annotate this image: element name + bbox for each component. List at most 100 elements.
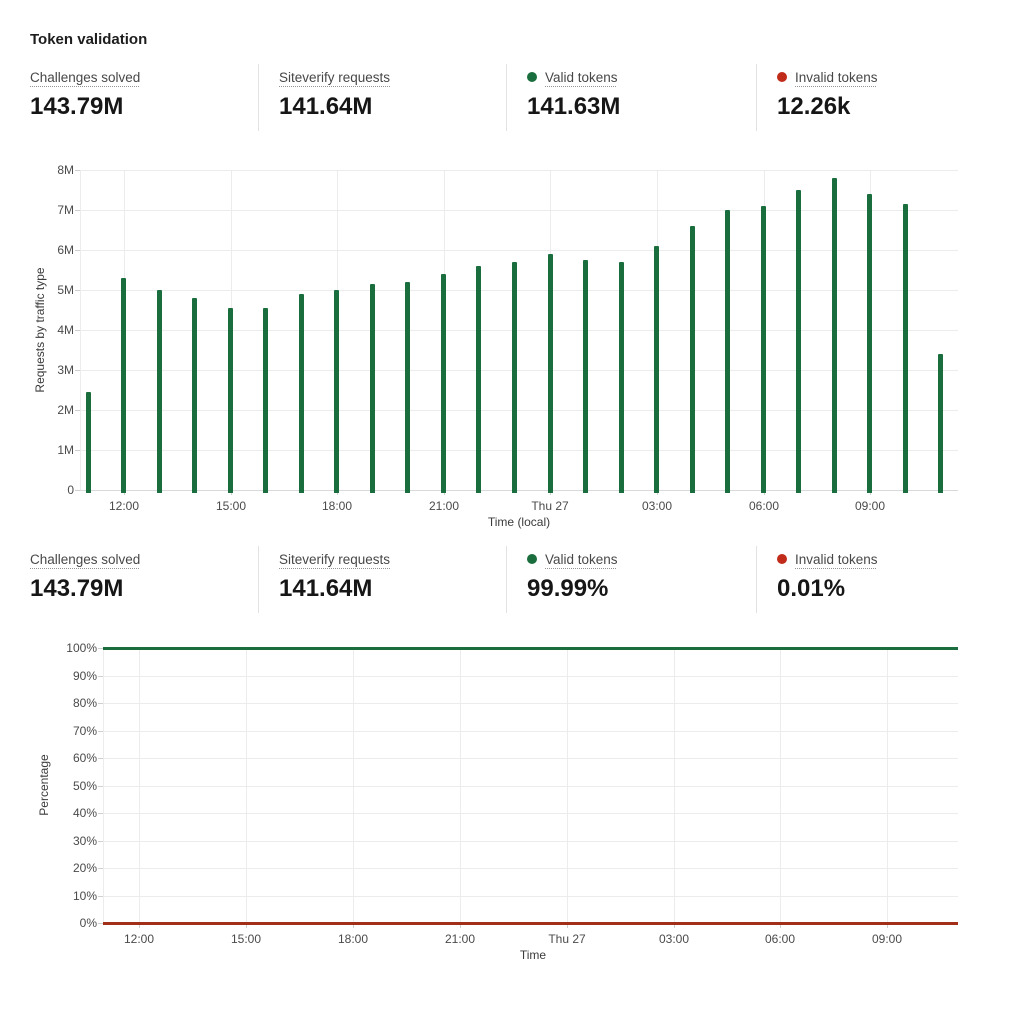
bar [619, 262, 624, 493]
gridline-v [231, 170, 232, 490]
x-tick [124, 491, 125, 495]
stat-challenges-solved: Challenges solved 143.79M [30, 64, 258, 131]
gridline-h [103, 676, 958, 677]
bar [370, 284, 375, 493]
gridline-v [887, 648, 888, 923]
x-axis-line [80, 490, 958, 491]
y-tick [75, 170, 80, 171]
y-tick-label: 20% [72, 861, 97, 875]
gridline-v [550, 170, 551, 490]
stat-value: 143.79M [30, 93, 124, 120]
y-tick [98, 896, 103, 897]
stat-label[interactable]: Valid tokens [545, 551, 618, 567]
y-tick-label: 1M [57, 443, 74, 457]
x-tick [444, 491, 445, 495]
stat-label[interactable]: Siteverify requests [279, 69, 391, 85]
bar [441, 274, 446, 493]
bar [334, 290, 339, 493]
bar [157, 290, 162, 493]
x-axis-title: Time [519, 948, 547, 962]
y-tick-label: 70% [72, 724, 97, 738]
y-tick [75, 370, 80, 371]
stat-valid-tokens: Valid tokens 99.99% [506, 546, 756, 613]
y-tick [75, 290, 80, 291]
x-tick-label: Thu 27 [548, 932, 586, 946]
stat-label[interactable]: Invalid tokens [795, 69, 878, 85]
y-tick [75, 410, 80, 411]
bar [512, 262, 517, 493]
stat-label[interactable]: Valid tokens [545, 69, 618, 85]
gridline-v [567, 648, 568, 923]
x-tick-label: 09:00 [854, 499, 886, 513]
stats-row-top: Challenges solved 143.79M Siteverify req… [30, 64, 958, 131]
invalid-tokens-dot-icon [777, 554, 787, 564]
y-tick [98, 786, 103, 787]
bar [867, 194, 872, 493]
gridline-h [80, 170, 958, 171]
x-tick [231, 491, 232, 495]
gridline-v [337, 170, 338, 490]
page-title: Token validation [30, 31, 148, 48]
stat-value: 12.26k [777, 93, 851, 120]
gridline-v [460, 648, 461, 923]
gridline-v [764, 170, 765, 490]
bar [121, 278, 126, 493]
x-tick-label: 09:00 [871, 932, 903, 946]
x-tick [460, 924, 461, 928]
gridline-v [444, 170, 445, 490]
gridline-h [103, 868, 958, 869]
y-tick-label: 0 [67, 483, 74, 497]
bar [725, 210, 730, 493]
y-tick [75, 250, 80, 251]
stat-value: 99.99% [527, 575, 609, 602]
bar [299, 294, 304, 493]
stat-label[interactable]: Invalid tokens [795, 551, 878, 567]
stat-label[interactable]: Challenges solved [30, 69, 141, 85]
gridline-h [103, 896, 958, 897]
gridline-v [139, 648, 140, 923]
bar [548, 254, 553, 493]
x-tick [674, 924, 675, 928]
bar [796, 190, 801, 493]
stat-label[interactable]: Siteverify requests [279, 551, 391, 567]
x-tick-label: 15:00 [230, 932, 262, 946]
x-tick-label: 21:00 [428, 499, 460, 513]
plot-left-edge [80, 170, 81, 490]
bar [192, 298, 197, 493]
bar [832, 178, 837, 493]
gridline-v [246, 648, 247, 923]
gridline-h [80, 450, 958, 451]
y-tick-label: 30% [72, 834, 97, 848]
x-tick-label: Thu 27 [531, 499, 569, 513]
gridline-h [103, 648, 958, 649]
bar [476, 266, 481, 493]
x-tick-label: 21:00 [444, 932, 476, 946]
stat-invalid-tokens: Invalid tokens 12.26k [756, 64, 958, 131]
y-tick-label: 0% [79, 916, 97, 930]
y-tick [98, 841, 103, 842]
y-tick [98, 923, 103, 924]
gridline-v [657, 170, 658, 490]
x-tick [550, 491, 551, 495]
bar [938, 354, 943, 493]
gridline-h [103, 731, 958, 732]
gridline-v [353, 648, 354, 923]
bar [690, 226, 695, 493]
series-line-valid-tokens [103, 647, 958, 650]
gridline-h [80, 370, 958, 371]
y-axis-title: Requests by traffic type [33, 267, 47, 393]
x-tick-label: 18:00 [337, 932, 369, 946]
stat-label[interactable]: Challenges solved [30, 551, 141, 567]
stat-value: 141.63M [527, 93, 621, 120]
valid-tokens-dot-icon [527, 72, 537, 82]
y-tick-label: 6M [57, 243, 74, 257]
y-tick [75, 450, 80, 451]
y-tick-label: 10% [72, 889, 97, 903]
gridline-v [124, 170, 125, 490]
x-tick [887, 924, 888, 928]
y-tick-label: 90% [72, 669, 97, 683]
y-tick-label: 100% [66, 641, 97, 655]
bar [903, 204, 908, 493]
gridline-v [674, 648, 675, 923]
